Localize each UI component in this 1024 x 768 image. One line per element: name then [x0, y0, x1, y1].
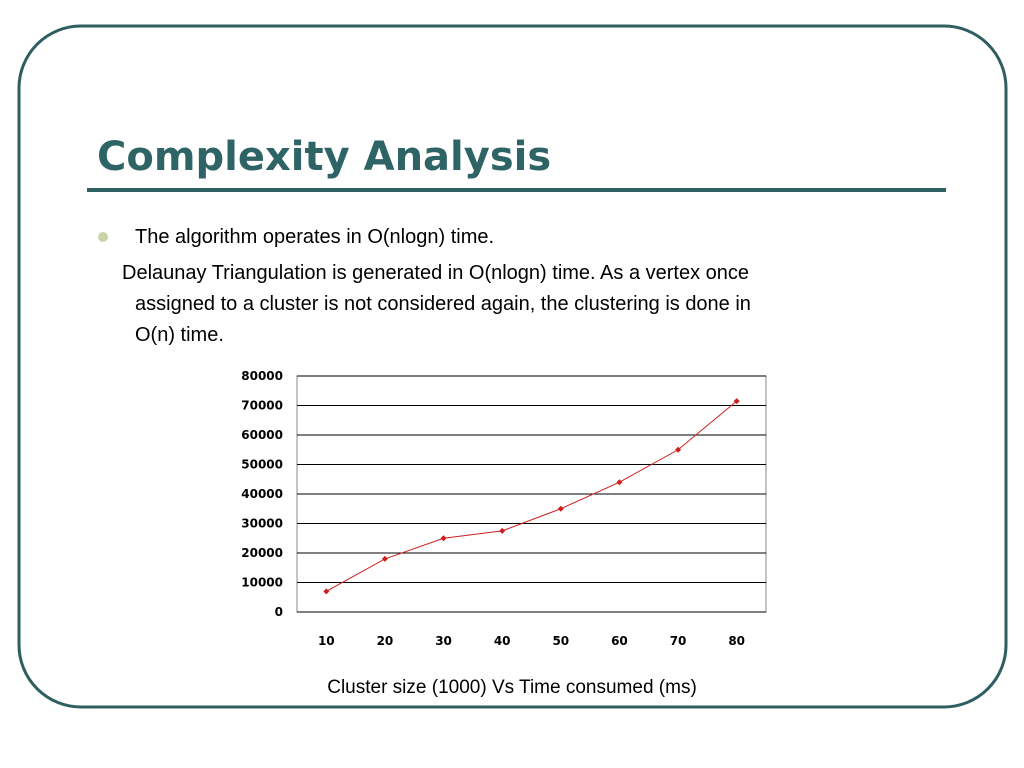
y-tick-label: 30000	[241, 517, 283, 531]
x-tick-label: 40	[494, 634, 511, 648]
bullet-dot	[98, 232, 108, 242]
x-tick-label: 70	[670, 634, 687, 648]
chart: 0 10000 20000 30000 40000 50000 60000 70000 8000…	[241, 369, 766, 648]
paragraph-line: Delaunay Triangulation is generated in O…	[122, 262, 749, 284]
x-tick-label: 50	[552, 634, 569, 648]
y-tick-label: 50000	[241, 458, 283, 472]
chart-caption: Cluster size (1000) Vs Time consumed (ms…	[327, 677, 697, 698]
slide-title: Complexity Analysis	[97, 134, 551, 180]
data-point	[733, 398, 740, 405]
data-point	[499, 527, 506, 534]
x-tick-label: 30	[435, 634, 452, 648]
data-point	[557, 505, 564, 512]
y-tick-label: 40000	[241, 487, 283, 501]
data-point	[675, 446, 682, 453]
y-tick-label: 80000	[241, 369, 283, 383]
y-tick-label: 60000	[241, 428, 283, 442]
y-tick-label: 20000	[241, 546, 283, 560]
data-line	[326, 400, 738, 592]
data-point	[616, 479, 623, 486]
y-tick-label: 70000	[241, 399, 283, 413]
slide-border	[17, 24, 1008, 709]
data-point	[381, 555, 388, 562]
x-tick-label: 60	[611, 634, 628, 648]
x-tick-label: 10	[318, 634, 335, 648]
y-tick-label: 10000	[241, 576, 283, 590]
x-tick-label: 80	[728, 634, 745, 648]
paragraph-line: O(n) time.	[135, 324, 224, 346]
y-tick-label: 0	[275, 605, 283, 619]
data-point	[440, 535, 447, 542]
bullet-text: The algorithm operates in O(nlogn) time.	[135, 226, 494, 248]
data-point	[323, 588, 330, 595]
x-tick-label: 20	[377, 634, 394, 648]
paragraph-line: assigned to a cluster is not considered …	[135, 293, 751, 315]
